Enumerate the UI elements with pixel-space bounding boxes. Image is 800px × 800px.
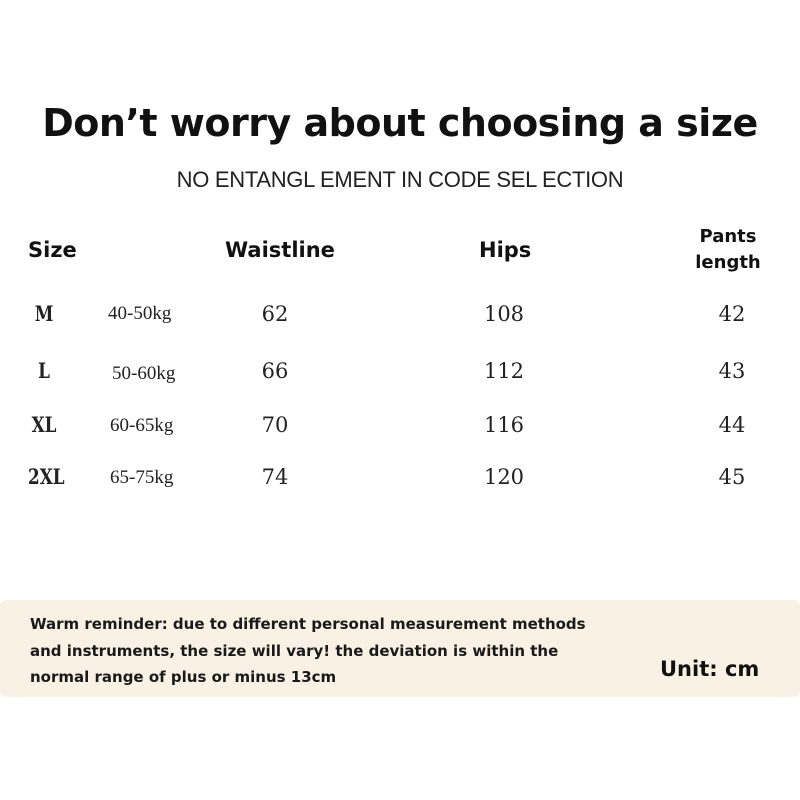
weight-cell: 40-50kg [108, 303, 172, 324]
pants-length-cell: 45 [718, 465, 746, 489]
size-cell: M [34, 301, 54, 326]
weight-cell: 65-75kg [110, 467, 174, 488]
hips-cell: 116 [483, 413, 525, 437]
size-cell: 2XL [28, 464, 65, 489]
column-header-hips: Hips [479, 238, 532, 262]
reminder-line: and instruments, the size will vary! the… [30, 641, 559, 660]
hips-cell: 108 [483, 302, 525, 326]
page-subtitle: NO ENTANGL EMENT IN CODE SEL ECTION [176, 167, 624, 192]
size-cell: L [38, 358, 50, 383]
size-cell: XL [31, 412, 57, 437]
pants-length-cell: 43 [718, 359, 746, 383]
reminder-text: Warm reminder: due to different personal… [30, 611, 630, 691]
unit-label: Unit: cm [660, 657, 760, 681]
hips-cell: 120 [483, 465, 525, 489]
column-header-pants-length: Pants length [688, 224, 768, 276]
page-title: Don’t worry about choosing a size [42, 101, 758, 145]
pants-header-line2: length [695, 252, 761, 273]
pants-length-cell: 44 [718, 413, 746, 437]
column-header-waistline: Waistline [225, 238, 335, 262]
reminder-banner [0, 600, 800, 697]
column-header-size: Size [28, 238, 77, 262]
waistline-cell: 66 [261, 359, 289, 383]
waistline-cell: 70 [261, 413, 289, 437]
reminder-line: Warm reminder: due to different personal… [30, 615, 586, 633]
pants-length-cell: 42 [718, 302, 746, 326]
waistline-cell: 62 [261, 302, 289, 326]
hips-cell: 112 [483, 359, 525, 383]
reminder-line: normal range of plus or minus 13cm [30, 668, 337, 686]
weight-cell: 50-60kg [112, 363, 176, 384]
waistline-cell: 74 [261, 465, 289, 489]
weight-cell: 60-65kg [110, 415, 174, 436]
pants-header-line1: Pants [699, 226, 757, 247]
